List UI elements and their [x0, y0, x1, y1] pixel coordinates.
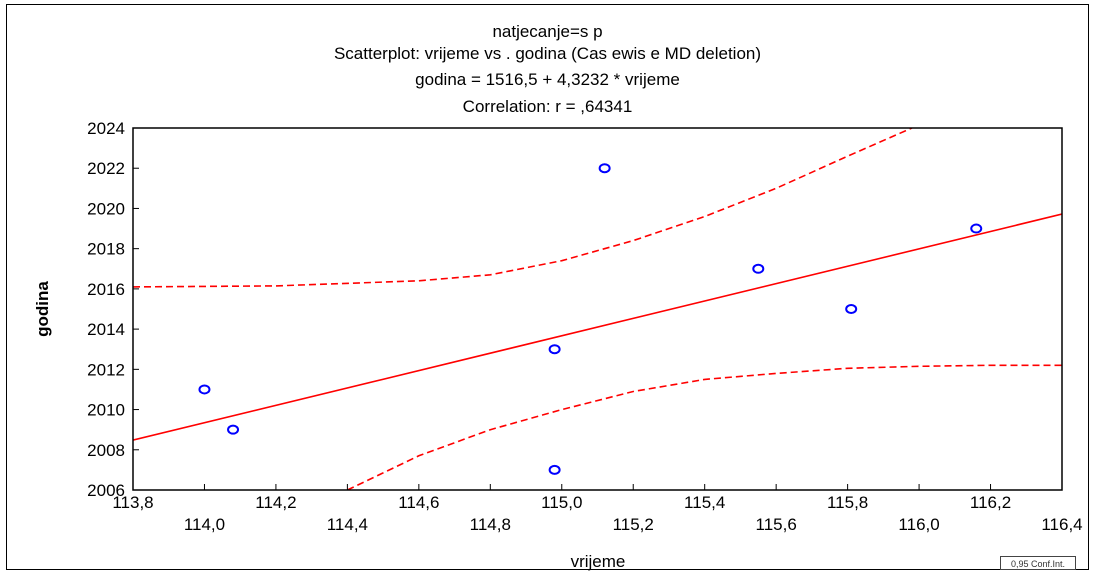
x-tick-label-lower: 114,8 — [470, 515, 511, 534]
data-points — [198, 163, 983, 475]
x-tick-label-lower: 115,2 — [613, 515, 654, 534]
x-tick-label-lower: 114,4 — [327, 515, 368, 534]
y-tick-label: 2020 — [87, 199, 125, 218]
chart-title-line-2: Scatterplot: vrijeme vs . godina (Cas ew… — [333, 44, 762, 63]
data-point-4 — [598, 163, 611, 174]
chart-title-line-3: godina = 1516,5 + 4,3232 * vrijeme — [415, 70, 680, 89]
y-tick-label: 2010 — [87, 401, 125, 420]
y-tick-label: 2018 — [87, 240, 125, 259]
data-point-0 — [198, 384, 211, 395]
data-point-6 — [845, 304, 858, 314]
y-tick-label: 2014 — [87, 320, 125, 339]
y-tick-label: 2012 — [87, 360, 125, 379]
confidence-bands — [133, 128, 1062, 490]
x-tick-label-lower: 116,0 — [898, 515, 939, 534]
x-tick-label-upper: 113,8 — [112, 493, 153, 512]
y-tick-label: 2006 — [87, 481, 125, 500]
x-tick-label-lower: 115,6 — [756, 515, 797, 534]
x-tick-label-upper: 114,2 — [255, 493, 296, 512]
ci-lower-band — [347, 364, 1062, 490]
chart-title-line-1: natjecanje=s p — [492, 22, 603, 41]
x-tick-label-upper: 116,2 — [970, 493, 1011, 512]
data-point-5 — [752, 263, 765, 274]
x-tick-label-upper: 115,4 — [684, 493, 725, 512]
y-tick-label: 2016 — [87, 280, 125, 299]
x-tick-label-lower: 116,4 — [1041, 515, 1082, 534]
x-tick-label-upper: 114,6 — [398, 493, 439, 512]
plot-area-border — [132, 127, 1063, 491]
chart-title-line-4: Correlation: r = ,64341 — [462, 97, 633, 116]
y-tick-label: 2022 — [87, 159, 125, 178]
confidence-interval-badge: 0,95 Conf.Int. — [1000, 556, 1076, 570]
y-axis-title: godina — [33, 281, 52, 337]
regression-fit — [133, 213, 1062, 441]
ci-upper-band — [133, 128, 913, 288]
y-tick-label: 2008 — [87, 441, 125, 460]
chart-frame — [6, 4, 1089, 570]
x-axis-title: vrijeme — [571, 552, 626, 571]
x-tick-label-upper: 115,0 — [541, 493, 582, 512]
data-point-7 — [970, 223, 983, 234]
regression-line — [133, 213, 1062, 441]
axis-ticks: 2006 2008 2010 2012 2014 2016 2018 2020 2022 2024… — [87, 119, 1082, 534]
x-tick-label-upper: 115,8 — [827, 493, 868, 512]
data-point-3 — [548, 464, 561, 475]
data-point-2 — [548, 344, 561, 355]
y-tick-label: 2024 — [87, 119, 125, 138]
data-point-1 — [227, 424, 240, 435]
x-tick-label-lower: 114,0 — [184, 515, 225, 534]
